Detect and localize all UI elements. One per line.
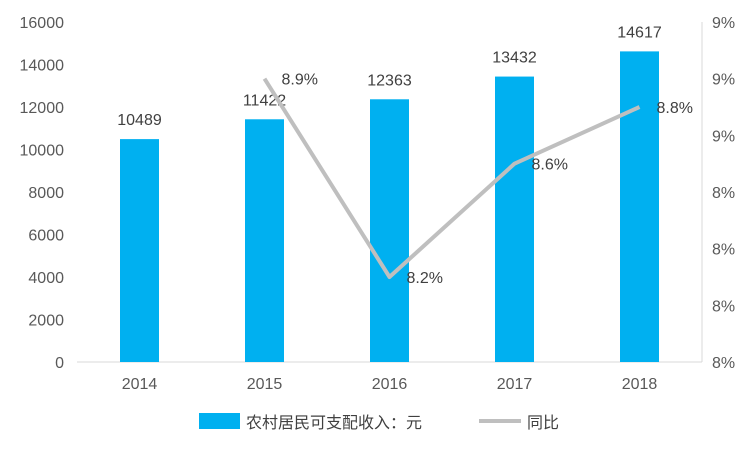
bar-series <box>120 51 659 363</box>
right-tick-label: 8% <box>712 185 735 202</box>
line-data-label: 8.8% <box>657 100 693 117</box>
right-tick-label: 8% <box>712 242 735 259</box>
left-tick-label: 2000 <box>28 313 64 330</box>
left-tick-label: 4000 <box>28 270 64 287</box>
legend: 农村居民可支配收入：元 同比 <box>199 413 559 432</box>
yoy-line <box>262 77 641 279</box>
bar-data-label: 13432 <box>492 50 537 67</box>
x-tick-label: 2015 <box>247 376 283 393</box>
x-tick-label: 2018 <box>622 376 658 393</box>
right-tick-label: 9% <box>712 128 735 145</box>
bar <box>620 51 659 363</box>
legend-line-label: 同比 <box>527 413 559 432</box>
left-axis-ticks: 0 2000 4000 6000 8000 10000 12000 14000 16000 <box>20 15 65 372</box>
line-data-labels: 8.9% 8.2% 8.6% 8.8% <box>282 72 693 287</box>
right-tick-label: 9% <box>712 15 735 32</box>
right-axis-ticks: 8% 8% 8% 8% 9% 9% 9% <box>712 15 735 372</box>
left-tick-label: 16000 <box>20 15 65 32</box>
left-tick-label: 14000 <box>20 58 65 75</box>
left-tick-label: 10000 <box>20 143 65 160</box>
bar-data-label: 14617 <box>617 24 662 41</box>
bar-data-label: 10489 <box>117 112 162 129</box>
x-axis-ticks: 2014 2015 2016 2017 2018 <box>122 376 658 393</box>
line-data-label: 8.9% <box>282 72 318 89</box>
bar <box>120 139 159 362</box>
legend-bar-label: 农村居民可支配收入：元 <box>246 413 422 432</box>
left-tick-label: 6000 <box>28 228 64 245</box>
legend-bar-swatch <box>199 413 240 429</box>
right-tick-label: 8% <box>712 355 735 372</box>
left-tick-label: 12000 <box>20 100 65 117</box>
right-tick-label: 8% <box>712 298 735 315</box>
line-data-label: 8.2% <box>407 270 443 287</box>
bar <box>495 76 534 362</box>
bar-data-label: 12363 <box>367 72 412 89</box>
x-tick-label: 2014 <box>122 376 158 393</box>
x-tick-label: 2017 <box>497 376 533 393</box>
left-tick-label: 0 <box>55 355 64 372</box>
right-tick-label: 9% <box>712 72 735 89</box>
bar <box>245 119 284 362</box>
x-tick-label: 2016 <box>372 376 408 393</box>
bar <box>370 99 409 362</box>
left-tick-label: 8000 <box>28 185 64 202</box>
line-data-label: 8.6% <box>532 157 568 174</box>
